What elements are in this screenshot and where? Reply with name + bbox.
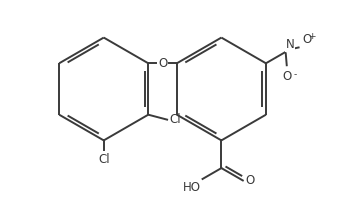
Text: O: O	[303, 33, 312, 46]
Text: -: -	[294, 70, 297, 79]
Text: HO: HO	[183, 181, 201, 194]
Text: O: O	[282, 70, 292, 83]
Text: N: N	[286, 38, 295, 51]
Text: Cl: Cl	[98, 153, 110, 166]
Text: O: O	[158, 57, 167, 70]
Text: +: +	[308, 32, 315, 41]
Text: O: O	[246, 174, 255, 187]
Text: Cl: Cl	[169, 113, 181, 126]
